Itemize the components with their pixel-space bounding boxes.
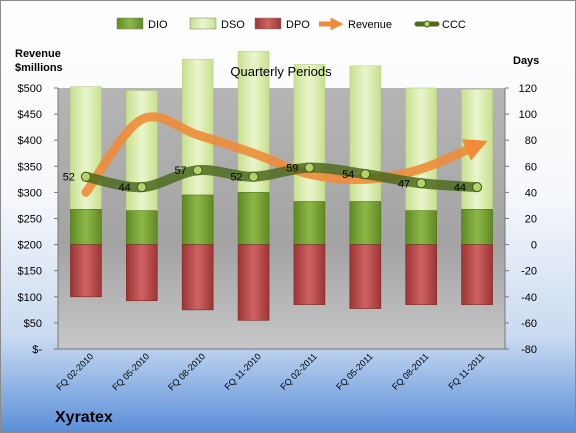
legend: DIO DSO DPO Revenue CCC bbox=[116, 17, 466, 31]
line-layer: 52 44 57 52 59 54 47 44 bbox=[63, 112, 488, 197]
left-axis-title-line2: $millions bbox=[15, 62, 63, 74]
legend-ccc-label: CCC bbox=[442, 19, 466, 31]
ccc-data-label: 44 bbox=[454, 182, 466, 194]
bar-dpo bbox=[405, 244, 437, 305]
ccc-point bbox=[304, 162, 315, 173]
ccc-data-label: 59 bbox=[286, 163, 298, 175]
x-tick-label: FQ 11-2010 bbox=[222, 351, 263, 392]
x-tick-label: FQ 05-2010 bbox=[110, 351, 151, 392]
bar-dso bbox=[237, 51, 270, 193]
bar-dso bbox=[126, 90, 158, 211]
x-tick-label: FQ 11-2011 bbox=[446, 351, 486, 391]
legend-dio-swatch bbox=[116, 17, 144, 30]
legend-dso-label: DSO bbox=[221, 19, 245, 31]
right-tick-label: 40 bbox=[525, 187, 537, 199]
bar-dio bbox=[293, 201, 326, 245]
company-name: Xyratex bbox=[55, 409, 113, 426]
ccc-point bbox=[472, 182, 483, 193]
legend-dpo-label: DPO bbox=[286, 19, 310, 31]
right-tick-label: 80 bbox=[525, 135, 537, 147]
ccc-point bbox=[248, 171, 259, 182]
left-tick-label: $200 bbox=[18, 240, 42, 252]
ccc-point bbox=[192, 165, 203, 176]
bar-dpo bbox=[126, 244, 158, 302]
ccc-data-label: 52 bbox=[63, 172, 75, 184]
x-tick-label: FQ 02-2011 bbox=[278, 351, 319, 392]
right-tick-label: -20 bbox=[521, 266, 537, 278]
x-tick-label: FQ 05-2011 bbox=[334, 351, 375, 392]
ccc-data-label: 44 bbox=[119, 182, 131, 194]
left-tick-label: $350 bbox=[18, 161, 42, 173]
bar-dpo bbox=[237, 244, 270, 321]
right-tick-label: 0 bbox=[531, 240, 537, 252]
legend-dso-swatch bbox=[189, 17, 217, 30]
legend-dio-label: DIO bbox=[148, 19, 168, 31]
right-tick-label: 120 bbox=[519, 83, 537, 95]
right-tick-label: 20 bbox=[525, 214, 537, 226]
revenue-line bbox=[81, 112, 488, 197]
right-axis-title: Days bbox=[513, 55, 539, 67]
right-tick-label: -60 bbox=[521, 318, 537, 330]
left-tick-label: $50 bbox=[24, 318, 42, 330]
right-tick-label: 100 bbox=[519, 109, 537, 121]
left-tick-label: $300 bbox=[18, 187, 42, 199]
legend-dpo-swatch bbox=[254, 17, 282, 30]
left-tick-label: $500 bbox=[18, 83, 42, 95]
x-tick-label: FQ 08-2010 bbox=[166, 351, 207, 392]
left-tick-label: $- bbox=[32, 344, 42, 356]
chart-subtitle: Quarterly Periods bbox=[230, 64, 332, 79]
legend-revenue-label: Revenue bbox=[348, 19, 392, 31]
bar-dpo bbox=[293, 244, 326, 305]
bar-dio bbox=[126, 210, 158, 245]
left-axis-title-line1: Revenue bbox=[15, 48, 61, 60]
ccc-point bbox=[416, 178, 427, 189]
left-tick-label: $400 bbox=[18, 135, 42, 147]
ccc-data-label: 52 bbox=[230, 172, 242, 184]
bar-dio bbox=[349, 201, 382, 245]
ccc-point bbox=[136, 182, 147, 193]
bar-dso bbox=[293, 64, 326, 202]
bar-dio bbox=[70, 209, 102, 245]
bar-dso bbox=[405, 87, 437, 211]
ccc-point bbox=[80, 171, 91, 182]
ccc-data-label: 47 bbox=[398, 178, 410, 190]
bar-dio bbox=[405, 210, 437, 245]
bar-dpo bbox=[70, 244, 102, 298]
bar-dpo bbox=[349, 244, 382, 309]
left-tick-label: $100 bbox=[18, 292, 42, 304]
ccc-point bbox=[360, 169, 371, 180]
bar-dio bbox=[237, 192, 270, 245]
legend-ccc-marker bbox=[423, 20, 431, 28]
right-tick-label: -40 bbox=[521, 292, 537, 304]
right-tick-label: -80 bbox=[521, 344, 537, 356]
ccc-data-label: 54 bbox=[342, 169, 354, 181]
bar-dpo bbox=[461, 244, 493, 305]
left-tick-label: $150 bbox=[18, 266, 42, 278]
x-tick-label: FQ 08-2011 bbox=[390, 351, 431, 392]
x-tick-label: FQ 02-2010 bbox=[54, 351, 95, 392]
left-tick-label: $450 bbox=[18, 109, 42, 121]
ccc-data-label: 57 bbox=[174, 165, 186, 177]
left-tick-label: $250 bbox=[18, 214, 42, 226]
bar-dio bbox=[461, 209, 493, 245]
right-tick-label: 60 bbox=[525, 161, 537, 173]
bar-dio bbox=[181, 194, 214, 245]
bar-dpo bbox=[181, 244, 214, 311]
plot-area bbox=[58, 88, 505, 349]
